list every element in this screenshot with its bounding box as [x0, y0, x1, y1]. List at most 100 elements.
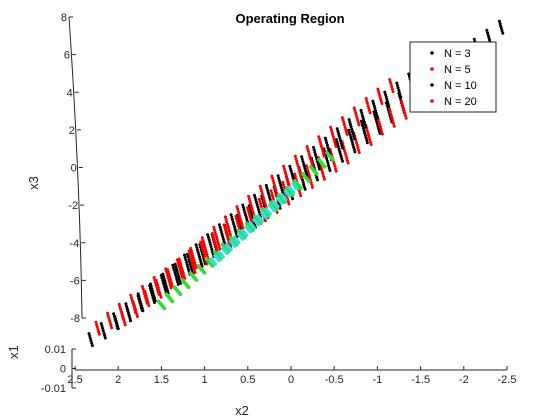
data-point	[272, 181, 276, 185]
data-point	[267, 193, 271, 197]
data-point	[389, 82, 393, 86]
data-point	[187, 267, 190, 271]
data-point	[378, 125, 382, 129]
data-point	[177, 257, 181, 261]
data-point	[103, 334, 107, 338]
data-point	[146, 299, 149, 303]
core-point	[229, 247, 233, 252]
data-point	[387, 105, 391, 108]
core-point	[225, 251, 229, 255]
data-point	[331, 132, 335, 136]
core-point	[282, 200, 287, 205]
data-point	[391, 90, 395, 94]
data-point	[317, 135, 321, 139]
data-point	[218, 225, 222, 229]
data-point	[384, 95, 388, 99]
data-point	[362, 129, 366, 133]
legend-marker	[430, 51, 434, 55]
data-point	[262, 199, 266, 203]
data-point	[162, 283, 166, 287]
data-point	[176, 282, 180, 286]
data-point	[378, 123, 382, 126]
data-point	[186, 265, 190, 269]
data-point	[115, 322, 119, 326]
data-point	[171, 263, 175, 267]
data-point	[332, 162, 336, 166]
data-point	[325, 141, 329, 145]
data-point	[310, 183, 314, 187]
data-point	[400, 102, 404, 106]
data-point	[300, 155, 304, 159]
data-point	[380, 102, 384, 105]
data-point	[129, 293, 133, 297]
data-point	[335, 140, 339, 144]
data-point	[343, 149, 347, 153]
data-point	[90, 341, 94, 345]
data-point	[208, 240, 212, 244]
data-point	[386, 102, 390, 106]
data-point	[157, 288, 161, 292]
data-point	[333, 140, 337, 144]
data-point	[353, 108, 357, 112]
data-point	[400, 99, 403, 103]
data-point	[486, 31, 489, 35]
data-point	[288, 164, 292, 168]
data-point	[367, 133, 370, 137]
data-point	[281, 180, 285, 184]
data-point	[136, 294, 140, 298]
core-point	[244, 233, 249, 238]
data-point	[329, 125, 333, 129]
chart-title: Operating Region	[235, 11, 344, 26]
labels-layer: Operating Region x2 x3 x1	[6, 11, 345, 418]
core-point	[276, 204, 280, 209]
x3-axis-label: x3	[26, 176, 41, 190]
data-point	[392, 122, 396, 126]
data-point	[179, 281, 183, 285]
data-point	[224, 228, 227, 232]
data-point	[326, 161, 330, 165]
data-point	[360, 111, 364, 115]
data-point	[372, 104, 376, 108]
data-point	[237, 212, 241, 216]
data-point	[212, 239, 216, 243]
data-point	[129, 319, 132, 323]
data-point	[277, 176, 281, 180]
x1-axis-label: x1	[6, 345, 21, 359]
data-point	[102, 331, 106, 335]
core-point	[307, 179, 311, 183]
data-point	[101, 326, 105, 330]
data-point	[349, 125, 353, 129]
data-point	[359, 119, 363, 123]
data-point	[173, 270, 177, 274]
data-point	[119, 307, 122, 311]
data-point	[212, 225, 216, 229]
data-point	[296, 164, 300, 168]
data-point	[158, 293, 162, 297]
data-point	[236, 209, 240, 213]
data-point	[145, 296, 149, 300]
data-point	[271, 177, 275, 180]
data-point	[234, 230, 238, 234]
data-point	[148, 286, 152, 290]
data-point	[348, 120, 352, 124]
data-point	[232, 222, 236, 226]
data-point	[197, 252, 201, 256]
data-point	[148, 284, 152, 288]
data-point	[270, 191, 274, 195]
data-point	[278, 181, 282, 185]
data-point	[322, 154, 326, 158]
data-point	[346, 161, 350, 165]
data-point	[109, 323, 113, 327]
data-point	[223, 215, 227, 219]
data-point	[193, 271, 197, 275]
data-point	[205, 262, 209, 266]
data-point	[322, 175, 326, 179]
data-point	[322, 152, 325, 156]
data-point	[133, 305, 137, 309]
data-point	[194, 266, 198, 270]
x2-tick-label: -2.5	[498, 374, 517, 386]
data-point	[159, 273, 163, 277]
data-point	[135, 312, 139, 316]
data-point	[389, 112, 393, 116]
data-point	[318, 137, 321, 141]
